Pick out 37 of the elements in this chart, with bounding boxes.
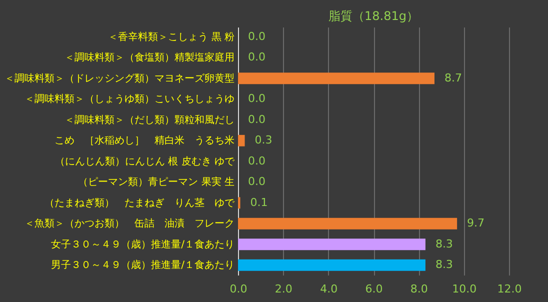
x-tick-label: 12.0 bbox=[497, 282, 522, 296]
data-label: 0.0 bbox=[248, 50, 266, 64]
x-tick-label: 10.0 bbox=[452, 282, 477, 296]
data-label: 8.3 bbox=[435, 258, 453, 272]
data-label: 8.7 bbox=[444, 71, 462, 84]
x-tick-label: 8.0 bbox=[410, 282, 428, 296]
x-tick-label: 4.0 bbox=[320, 282, 338, 296]
bar bbox=[238, 134, 245, 146]
y-tick-label: （ピーマン類）青ピーマン 果実 生 bbox=[78, 176, 234, 188]
data-label: 0.0 bbox=[248, 112, 266, 126]
data-label: 0.0 bbox=[248, 154, 266, 168]
x-tick-label: 2.0 bbox=[274, 282, 292, 296]
y-tick-label: （たまねぎ類） たまねぎ りん茎 ゆで bbox=[44, 196, 236, 209]
bar bbox=[238, 218, 458, 230]
y-tick-label: ＜魚類＞（かつお類） 缶詰 油漬 フレーク bbox=[24, 218, 234, 230]
y-tick-label: ＜香辛料類＞こしょう 黒 粉 bbox=[108, 30, 234, 43]
y-tick-label: 女子３０～４９（歳）推進量/１食あたり bbox=[51, 238, 234, 250]
bar bbox=[238, 72, 434, 84]
y-tick-label: ＜調味料類＞（しょうゆ類）こいくちしょうゆ bbox=[24, 93, 234, 106]
bar bbox=[238, 238, 426, 250]
y-tick-label: ＜調味料類＞（だし類）顆粒和風だし bbox=[64, 114, 234, 126]
y-tick-label: ＜調味料類＞（ドレッシング類）マヨネーズ卵黄型 bbox=[4, 72, 234, 84]
data-label: 0.1 bbox=[250, 196, 268, 209]
x-tick-label: 0.0 bbox=[230, 282, 248, 296]
data-label: 0.3 bbox=[254, 134, 272, 147]
chart-title: 脂質（18.81g） bbox=[328, 9, 418, 23]
y-tick-label: こめ ［水稲めし］ 精白米 うるち米 bbox=[54, 134, 234, 147]
data-label: 9.7 bbox=[467, 216, 485, 230]
data-label: 0.0 bbox=[248, 92, 266, 106]
data-label: 8.3 bbox=[435, 237, 453, 250]
y-tick-label: ＜調味料類＞（食塩類）精製塩家庭用 bbox=[64, 52, 234, 64]
y-tick-label: 男子３０～４９（歳）推進量/１食あたり bbox=[51, 259, 234, 272]
x-tick-label: 6.0 bbox=[365, 282, 383, 296]
bar bbox=[238, 259, 426, 271]
data-label: 0.0 bbox=[248, 30, 266, 43]
y-tick-label: （にんじん類）にんじん 根 皮むき ゆで bbox=[54, 155, 236, 168]
data-label: 0.0 bbox=[248, 175, 266, 188]
